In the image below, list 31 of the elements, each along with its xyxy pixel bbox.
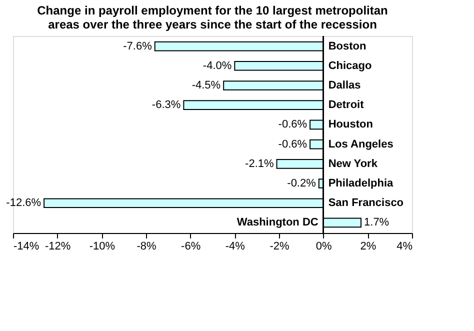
x-tick-label: 4% bbox=[396, 240, 413, 252]
x-tick-label: 2% bbox=[360, 240, 376, 252]
y-tick-label: Philadelphia bbox=[328, 178, 394, 190]
y-tick-label: Detroit bbox=[328, 99, 364, 112]
y-tick-label: Dallas bbox=[328, 79, 361, 92]
x-tick-label: -2% bbox=[270, 240, 290, 252]
data-label: -0.6% bbox=[278, 138, 308, 150]
data-label: -12.6% bbox=[6, 197, 42, 210]
y-tick-label: San Francisco bbox=[328, 197, 404, 210]
data-label: -0.2% bbox=[287, 178, 316, 190]
x-tick-label: -4% bbox=[225, 240, 246, 252]
data-label: -6.3% bbox=[152, 99, 181, 112]
x-tick-label: -8% bbox=[136, 240, 156, 252]
data-label: 1.7% bbox=[364, 216, 390, 229]
y-tick-label: Boston bbox=[328, 40, 366, 52]
y-tick-label: Houston bbox=[328, 118, 374, 131]
y-tick-label: Washington DC bbox=[236, 216, 318, 229]
data-label: -7.6% bbox=[123, 40, 152, 52]
x-tick-label: 0% bbox=[316, 240, 332, 252]
data-label: -2.1% bbox=[245, 158, 274, 170]
x-tick-label: -10% bbox=[89, 240, 116, 252]
chart-title: Change in payroll employment for the 10 largest metropolitan areas over the three years since the start of the recession bbox=[37, 4, 388, 32]
data-label: -0.6% bbox=[278, 118, 308, 131]
y-tick-label: Los Angeles bbox=[328, 138, 394, 150]
y-tick-label: New York bbox=[328, 158, 378, 170]
x-tick-label: -6% bbox=[181, 240, 201, 252]
data-label: -4.0% bbox=[202, 60, 232, 72]
x-tick-label: -14% bbox=[14, 240, 40, 252]
y-tick-label: Chicago bbox=[328, 60, 372, 72]
data-label: -4.5% bbox=[192, 79, 221, 92]
x-tick-label: -12% bbox=[44, 240, 71, 252]
